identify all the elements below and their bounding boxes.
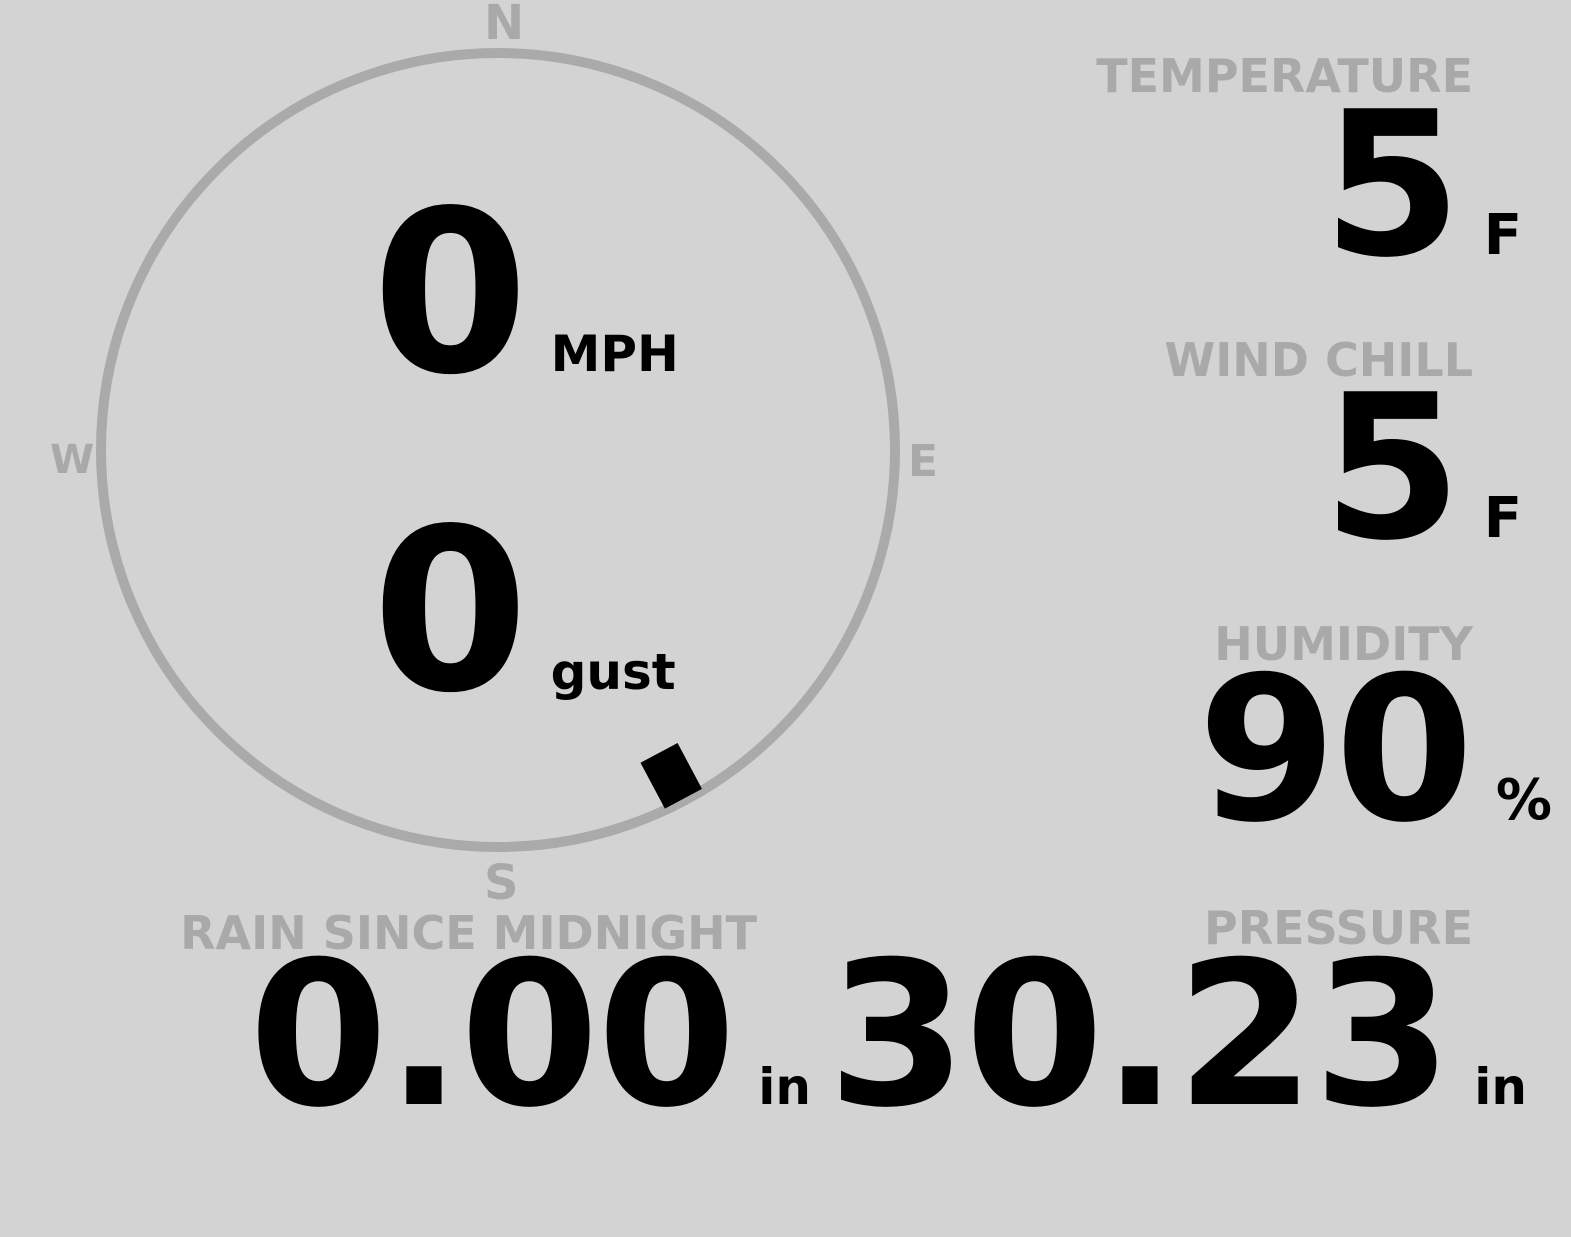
wind-chill-label: WIND CHILL [1164, 333, 1473, 387]
wind-speed-unit: MPH [550, 325, 679, 383]
wind-speed-value: 0 [372, 163, 529, 425]
wind-speed: 0 MPH [372, 182, 679, 407]
wind-chill-unit: F [1483, 486, 1522, 551]
temperature-unit: F [1483, 203, 1522, 268]
compass-south: S [484, 855, 519, 911]
wind-chill-value: 5 [1322, 352, 1462, 585]
pressure-value: 30.23 [827, 919, 1453, 1152]
rain-value: 0.00 [248, 919, 736, 1152]
wind-gust-unit: gust [550, 643, 676, 701]
temperature-label: TEMPERATURE [1096, 49, 1473, 103]
humidity-unit: % [1495, 768, 1552, 833]
humidity-reading: 90 % [1198, 651, 1552, 851]
wind-gust: 0 gust [372, 500, 676, 725]
pressure-label: PRESSURE [1204, 901, 1473, 955]
wind-gust-value: 0 [372, 481, 529, 743]
compass-east: E [908, 436, 939, 487]
wind-chill-reading: 5 F [1323, 369, 1522, 569]
compass-north: N [484, 0, 525, 51]
compass-ring [96, 48, 900, 852]
rain-reading: 0.00 in [249, 936, 811, 1136]
rain-label: RAIN SINCE MIDNIGHT [180, 906, 757, 960]
compass-west: W [50, 437, 95, 483]
pressure-unit: in [1474, 1058, 1527, 1116]
pressure-reading: 30.23 in [828, 936, 1527, 1136]
humidity-label: HUMIDITY [1214, 617, 1473, 671]
humidity-value: 90 [1197, 634, 1474, 867]
rain-unit: in [758, 1058, 811, 1116]
temperature-reading: 5 F [1323, 86, 1522, 286]
wind-direction-marker [640, 742, 702, 809]
temperature-value: 5 [1322, 69, 1462, 302]
